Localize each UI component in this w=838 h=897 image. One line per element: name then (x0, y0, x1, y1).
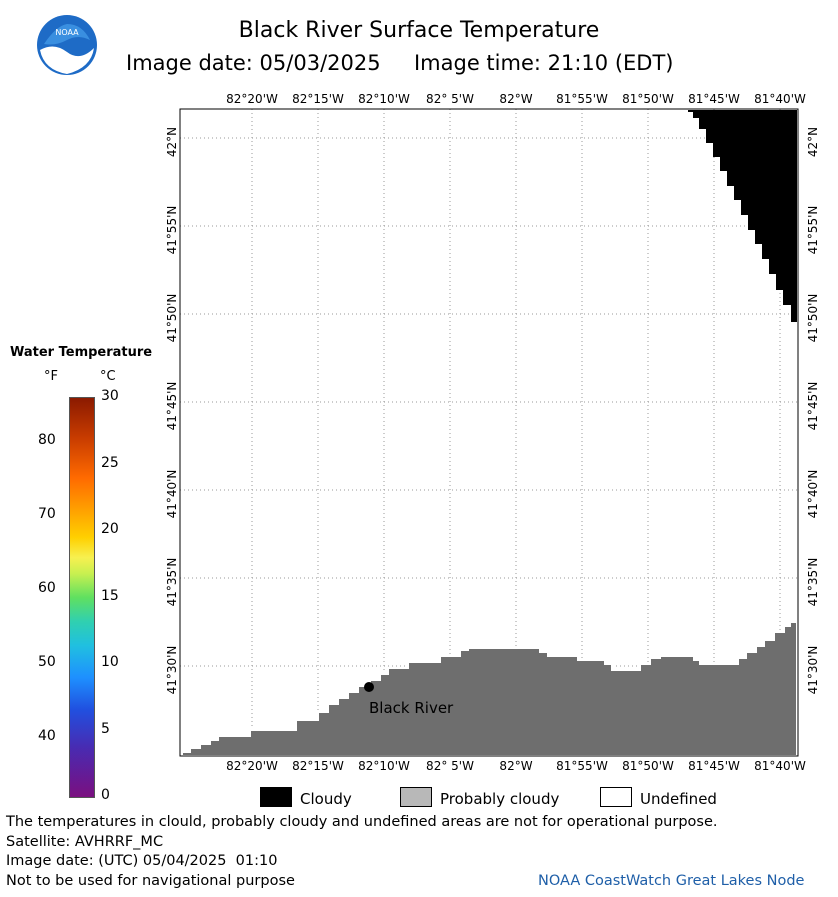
colorbar-celsius-tick: 15 (101, 587, 119, 604)
navigation-warning: Not to be used for navigational purpose (6, 873, 295, 889)
undefined-swatch (600, 787, 632, 807)
black-river-station-marker[interactable] (364, 682, 374, 692)
lon-label-bottom: 82°20'W (226, 759, 278, 773)
lon-label-top: 82°W (499, 92, 533, 106)
logo-text: NOAA (55, 28, 79, 37)
lat-label-left: 41°40'N (165, 469, 179, 519)
lat-label-left: 42°N (165, 126, 179, 158)
lat-label-right: 42°N (806, 126, 820, 158)
credit-link[interactable]: NOAA CoastWatch Great Lakes Node (538, 873, 805, 889)
disclaimer-text: The temperatures in clould, probably clo… (6, 814, 718, 830)
image-date-utc: Image date: (UTC) 05/04/2025 01:10 (6, 853, 278, 869)
lon-label-bottom: 82° 5'W (426, 759, 474, 773)
map-subtitle: Image date: 05/03/2025 Image time: 21:10… (126, 51, 673, 75)
undefined-key-label: Undefined (640, 790, 717, 808)
cloudy-swatch (260, 787, 292, 807)
colorbar-celsius-tick: 5 (101, 720, 110, 737)
colorbar-celsius-tick: 25 (101, 454, 119, 471)
colorbar-celsius-tick: 30 (101, 388, 119, 404)
cloudy-area (688, 110, 797, 322)
probably-cloudy-key-label: Probably cloudy (440, 790, 560, 808)
lat-label-left: 41°30'N (165, 645, 179, 695)
black-river-station-label: Black River (369, 699, 454, 717)
lon-label-bottom: 81°50'W (622, 759, 674, 773)
legend-unit-celsius: °C (100, 369, 116, 384)
lat-label-left: 41°35'N (165, 557, 179, 607)
colorbar-fahrenheit-tick: 50 (38, 654, 56, 670)
lat-label-right: 41°35'N (806, 557, 820, 607)
legend-title: Water Temperature (10, 345, 153, 360)
colorbar-celsius-tick: 20 (101, 521, 119, 537)
lon-label-top: 81°55'W (556, 92, 608, 106)
lon-label-bottom: 81°55'W (556, 759, 608, 773)
lat-label-left: 41°45'N (165, 381, 179, 431)
colorbar-fahrenheit-tick: 40 (38, 727, 56, 744)
lon-label-bottom: 81°40'W (754, 759, 806, 773)
lon-label-top: 82°15'W (292, 92, 344, 106)
lat-label-right: 41°45'N (806, 381, 820, 431)
lon-label-top: 82°10'W (358, 92, 410, 106)
colorbar-fahrenheit-tick: 60 (38, 580, 56, 597)
temperature-colorbar (69, 397, 95, 798)
lon-label-top: 81°50'W (622, 92, 674, 106)
map-border (179, 108, 799, 757)
image-time-label: Image time: 21:10 (EDT) (413, 51, 674, 75)
lat-label-left: 41°50'N (165, 293, 179, 343)
lon-label-top: 81°40'W (754, 92, 806, 106)
colorbar-fahrenheit-tick: 80 (38, 432, 56, 449)
noaa-logo-icon: NOAA (37, 15, 97, 75)
lat-label-left: 41°55'N (165, 205, 179, 255)
lon-label-bottom: 82°W (499, 759, 533, 773)
lon-label-bottom: 82°10'W (358, 759, 410, 773)
colorbar-fahrenheit-tick: 70 (38, 506, 56, 523)
colorbar-celsius-tick: 10 (101, 654, 119, 670)
legend-unit-fahrenheit: °F (44, 369, 58, 384)
lon-label-bottom: 82°15'W (292, 759, 344, 773)
probably-cloudy-swatch (400, 787, 432, 807)
cloudy-key-label: Cloudy (300, 790, 352, 808)
lon-label-bottom: 81°45'W (688, 759, 740, 773)
satellite-info: Satellite: AVHRRF_MC (6, 834, 164, 850)
map-title: Black River Surface Temperature (238, 18, 600, 43)
land-area (181, 621, 798, 757)
lat-label-right: 41°40'N (806, 469, 820, 519)
image-date-label: Image date: 05/03/2025 (126, 51, 381, 75)
lon-label-top: 82° 5'W (426, 92, 474, 106)
lon-label-top: 81°45'W (688, 92, 740, 106)
lat-label-right: 41°55'N (806, 205, 820, 255)
lon-label-top: 82°20'W (226, 92, 278, 106)
lat-label-right: 41°50'N (806, 293, 820, 343)
map-canvas: Black River (179, 108, 799, 757)
lat-label-right: 41°30'N (806, 645, 820, 695)
colorbar-celsius-tick: 0 (101, 787, 110, 803)
